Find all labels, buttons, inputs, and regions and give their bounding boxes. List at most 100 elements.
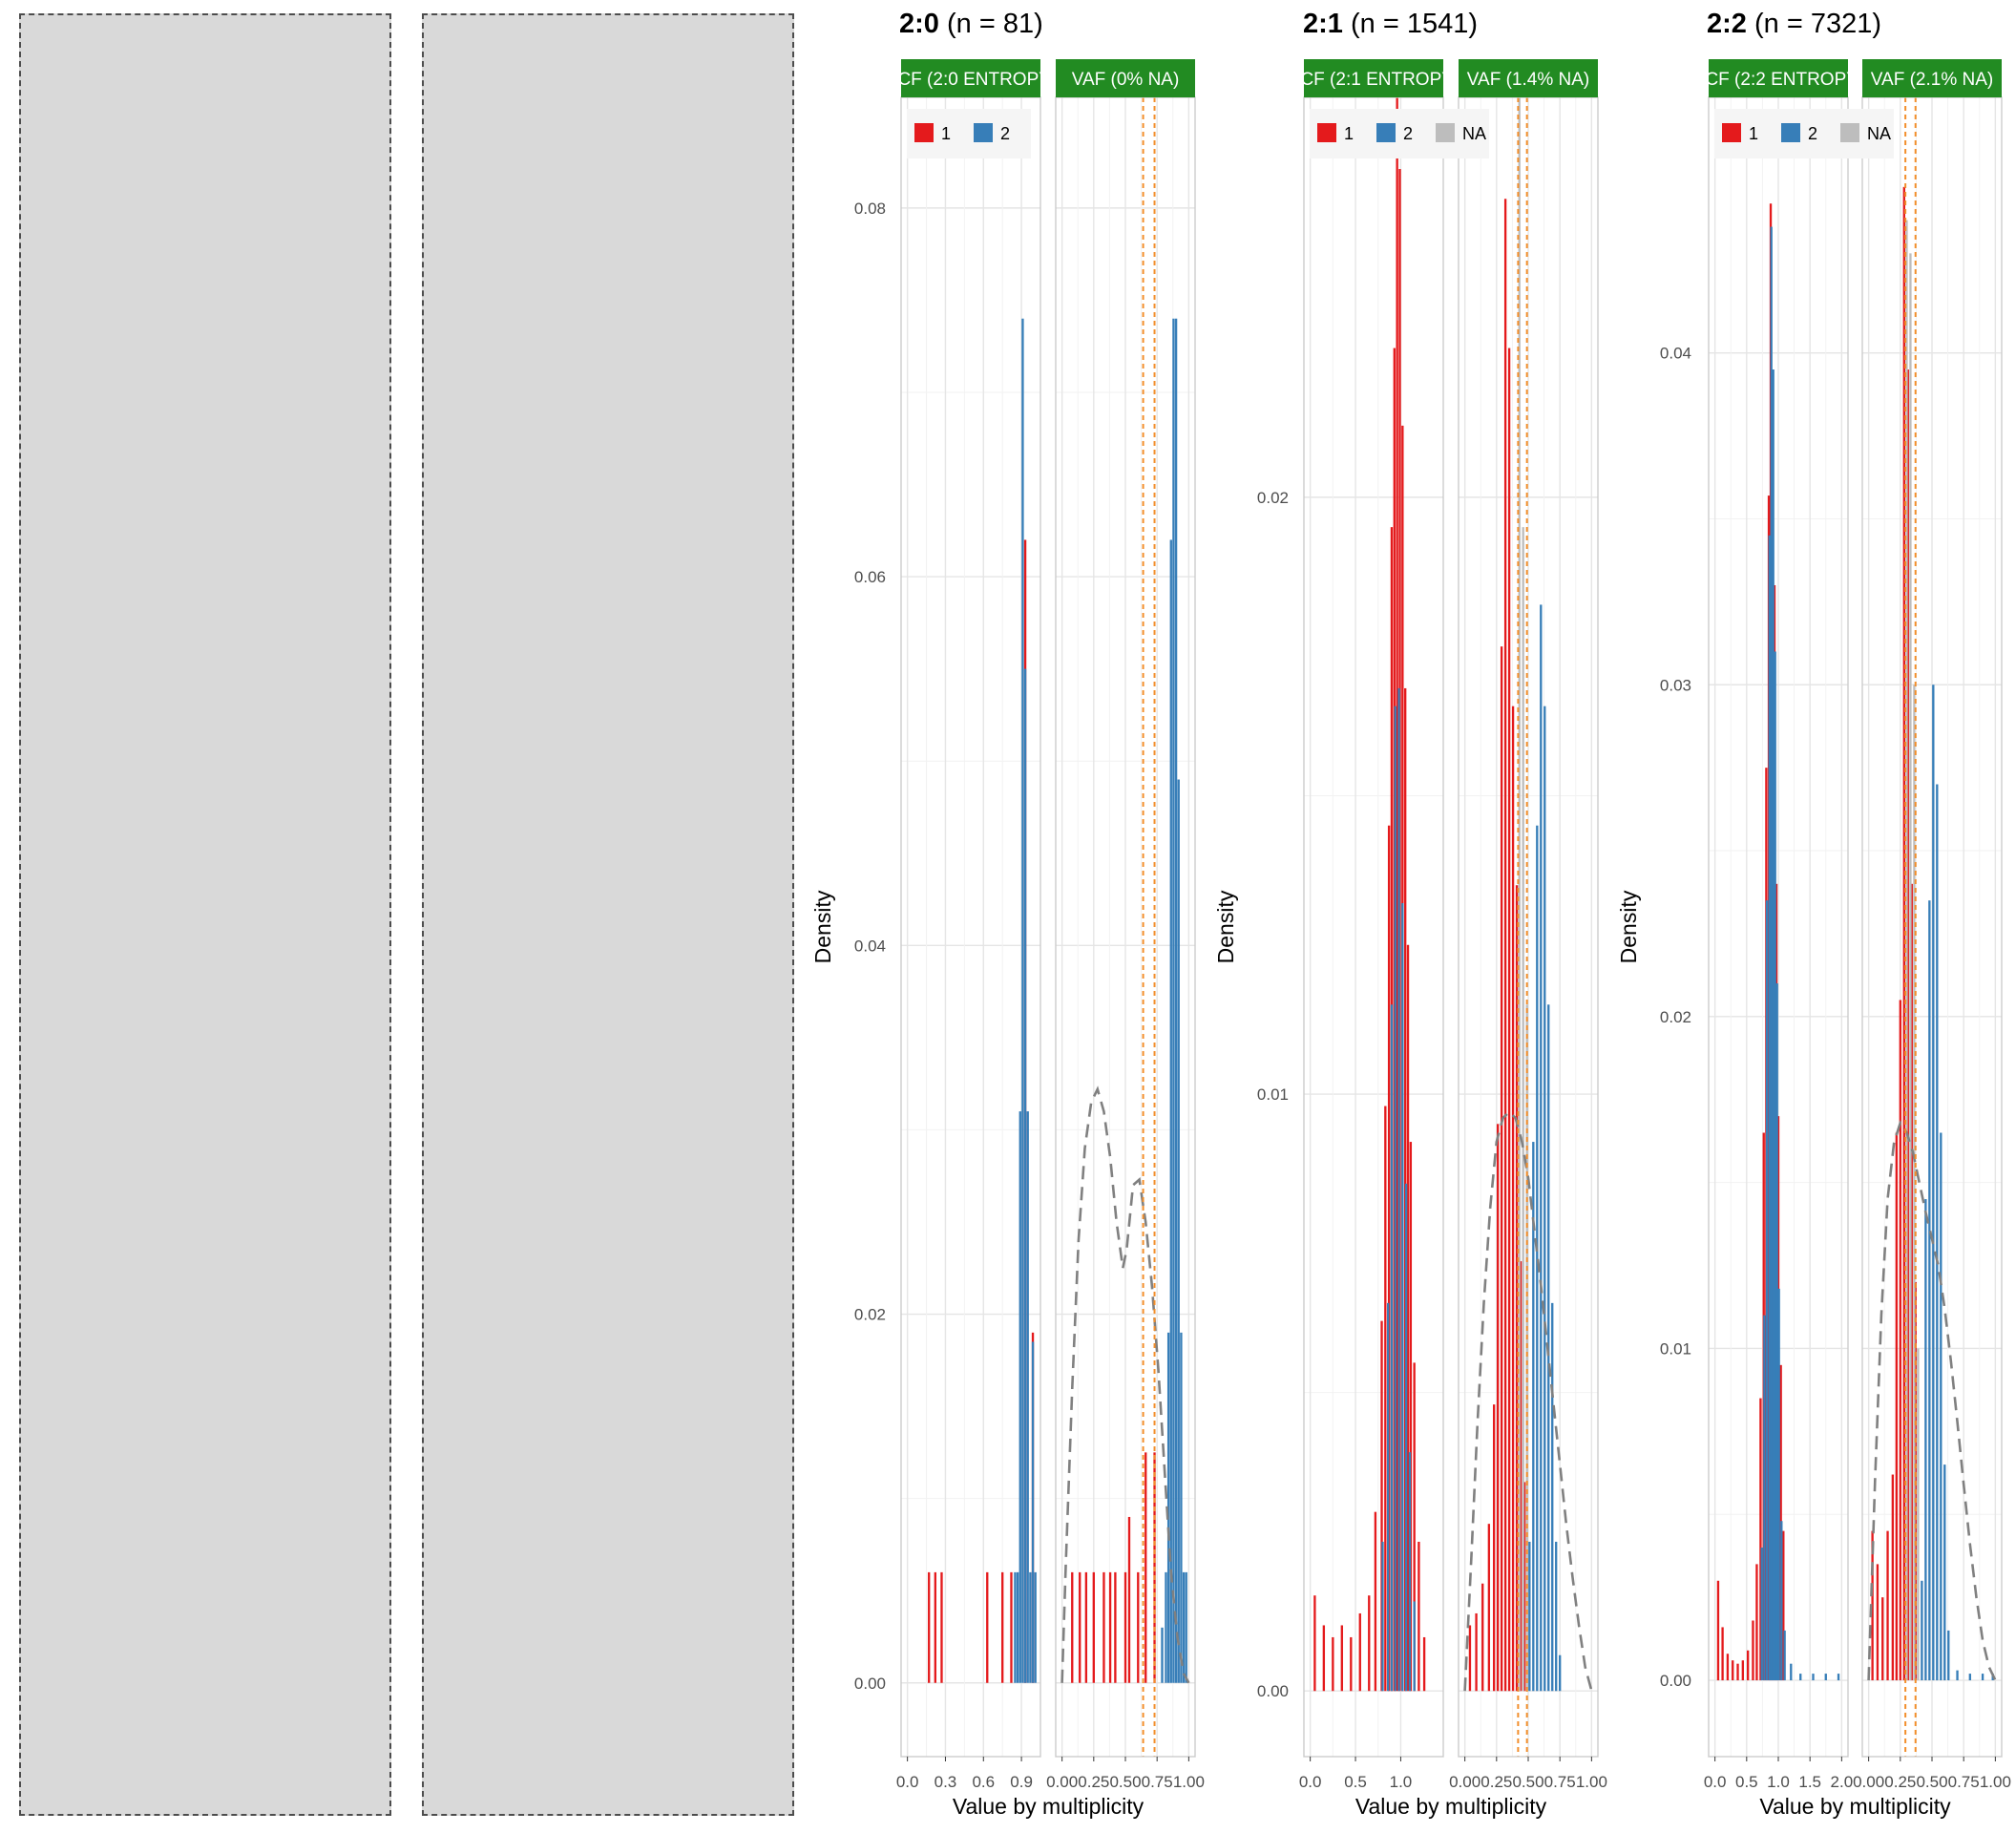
histogram-bar-cluster-2: [1408, 1452, 1412, 1692]
histogram-bar-cluster-1: [1492, 1404, 1496, 1692]
histogram-bar-cluster-2: [1774, 651, 1776, 1681]
chart-title-2: 2:2 (n = 7321): [1707, 9, 1881, 39]
chart-title-0: 2:0 (n = 81): [899, 9, 1043, 39]
x-tick-label: 0.9: [1010, 1773, 1033, 1791]
histogram-bar-cluster-1: [1899, 1000, 1901, 1681]
legend-label: NA: [1462, 124, 1486, 143]
legend-label: 1: [941, 124, 951, 143]
histogram-bar-cluster-2: [1555, 1541, 1558, 1692]
histogram-bar-cluster-2: [1777, 1288, 1780, 1681]
x-axis-title-0: Value by multiplicity: [953, 1794, 1144, 1819]
x-tick-label: 0.75: [1948, 1773, 1980, 1791]
legend-key-na: [1436, 123, 1455, 142]
x-tick-label: 2.0: [1831, 1773, 1854, 1791]
histogram-bar-cluster-na: [1522, 527, 1524, 1692]
histogram-bar-cluster-2: [1765, 900, 1769, 1681]
bar-layer: [1468, 97, 1562, 1692]
y-tick-label: 0.00: [1660, 1672, 1691, 1690]
histogram-bar-cluster-2: [1536, 825, 1539, 1692]
y-tick-label: 0.02: [1660, 1008, 1691, 1026]
y-tick-label: 0.01: [1257, 1085, 1289, 1104]
x-tick-label: 0.5: [1735, 1773, 1758, 1791]
histogram-bar-cluster-1: [1332, 1636, 1334, 1692]
y-tick-label: 0.03: [1660, 676, 1691, 694]
histogram-bar-cluster-1: [1475, 1612, 1478, 1692]
legend-label: 1: [1749, 124, 1758, 143]
histogram-bar-cluster-na: [1917, 1348, 1920, 1681]
facet-strip-label: CCF (2:2 ENTROPY): [1692, 70, 1865, 90]
histogram-bar-cluster-1: [1380, 1320, 1383, 1692]
legend-label: 2: [1808, 124, 1817, 143]
x-tick-label: 0.0: [1299, 1773, 1322, 1791]
chart-title-1: 2:1 (n = 1541): [1303, 9, 1478, 39]
legend-1: 1 2 NA: [1310, 109, 1489, 158]
x-tick-label: 1.00: [1980, 1773, 2011, 1791]
facet-strip: [1709, 59, 1848, 97]
histogram-bar-cluster-1: [1127, 1516, 1131, 1683]
histogram-bar-cluster-2: [1783, 1630, 1786, 1681]
x-tick-label: 0.0: [1704, 1773, 1727, 1791]
histogram-bar-cluster-2: [1551, 1302, 1554, 1692]
empty-panel-middle: [422, 13, 794, 1816]
x-tick-label: 0.0: [896, 1773, 919, 1791]
y-axis-title-1: Density: [1213, 890, 1238, 963]
x-tick-label: 0.5: [1344, 1773, 1367, 1791]
histogram-bar-cluster-2: [1401, 902, 1404, 1692]
histogram-bar-cluster-1: [1886, 1530, 1889, 1681]
histogram-bar-cluster-2: [1940, 1132, 1942, 1681]
histogram-bar-cluster-2: [1172, 318, 1175, 1683]
histogram-bar-cluster-1: [1910, 883, 1913, 1681]
histogram-bar-cluster-1: [1481, 1583, 1484, 1692]
histogram-bar-cluster-1: [1406, 944, 1410, 1692]
facet-strip-label: VAF (1.4% NA): [1467, 70, 1589, 90]
x-tick-label: 1.0: [1390, 1773, 1413, 1791]
histogram-bar-cluster-na: [1518, 97, 1521, 1692]
legend-key-2: [1781, 123, 1800, 142]
legend-key-na: [1840, 123, 1859, 142]
histogram-bar-cluster-2: [1528, 1541, 1531, 1692]
histogram-bar-cluster-1: [1384, 1106, 1387, 1692]
histogram-bar-cluster-1: [1782, 1530, 1785, 1681]
x-tick-label: 1.00: [1173, 1773, 1205, 1791]
histogram-bar-cluster-2: [1772, 369, 1774, 1681]
chart-title-rest: (n = 81): [939, 9, 1043, 39]
histogram-bar-cluster-2: [1397, 687, 1400, 1692]
histogram-bar-cluster-1: [1374, 1511, 1377, 1692]
y-tick-label: 0.02: [1257, 489, 1289, 507]
histogram-bar-cluster-1: [1507, 348, 1511, 1692]
x-tick-label: 0.25: [1480, 1773, 1512, 1791]
histogram-bar-cluster-2: [1763, 1315, 1766, 1681]
x-tick-label: 1.5: [1798, 1773, 1821, 1791]
histogram-bar-cluster-2: [1932, 685, 1935, 1681]
y-tick-label: 0.04: [1660, 345, 1691, 363]
histogram-bar-cluster-1: [1468, 1625, 1472, 1692]
histogram-bar-cluster-2: [1947, 1630, 1950, 1681]
histogram-bar-cluster-2: [1169, 539, 1172, 1683]
chart-title-rest: (n = 1541): [1343, 9, 1478, 39]
histogram-bar-cluster-2: [1182, 1571, 1186, 1683]
histogram-bar-cluster-1: [1102, 1571, 1105, 1683]
facet-panel-1-0: CCF (2:1 ENTROPY) 0.0 0.5 1.0: [1299, 59, 1444, 1791]
histogram-bar-cluster-1: [1387, 825, 1391, 1692]
histogram-bar-cluster-1: [1409, 1142, 1413, 1692]
legend-background: [1714, 109, 1894, 158]
legend-key-2: [974, 123, 993, 142]
histogram-bar-cluster-2: [1018, 1111, 1021, 1683]
histogram-bar-cluster-2: [1968, 1674, 1971, 1681]
x-tick-label: 0.00: [1046, 1773, 1078, 1791]
histogram-bar-cluster-1: [1422, 1636, 1426, 1692]
histogram-bar-cluster-1: [1519, 1261, 1522, 1692]
histogram-bar-cluster-1: [1741, 1660, 1745, 1681]
histogram-bar-cluster-2: [1775, 983, 1778, 1681]
histogram-bar-cluster-1: [1726, 1654, 1730, 1681]
histogram-bar-cluster-2: [1177, 779, 1180, 1683]
bar-layer: [1871, 186, 1994, 1681]
y-tick-label: 0.04: [854, 937, 886, 955]
histogram-bar-cluster-1: [1881, 1597, 1884, 1681]
histogram-bar-cluster-2: [1768, 535, 1771, 1681]
histogram-bar-cluster-2: [1760, 1548, 1763, 1681]
histogram-bar-cluster-2: [1166, 1332, 1170, 1683]
histogram-bar-cluster-1: [1322, 1625, 1326, 1692]
histogram-bar-cluster-na: [1909, 253, 1912, 1681]
histogram-bar-cluster-1: [1906, 369, 1909, 1681]
